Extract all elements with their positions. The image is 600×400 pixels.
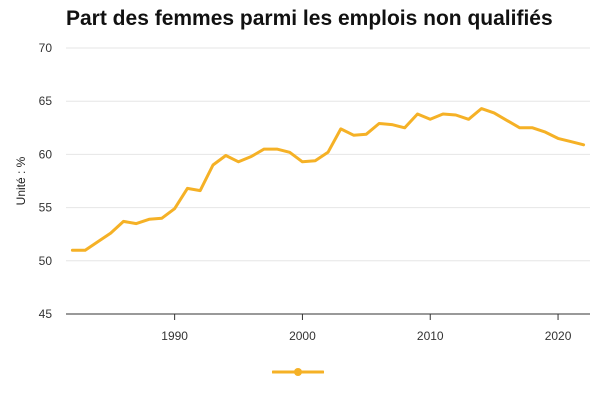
- series-layer: [70, 107, 586, 252]
- y-axis-label: Unité : %: [14, 156, 28, 205]
- y-tick-label: 65: [39, 94, 53, 108]
- y-tick-label: 60: [39, 147, 53, 161]
- y-tick-label: 55: [39, 201, 53, 215]
- x-tick-label: 2010: [417, 329, 444, 343]
- series-line: [70, 107, 586, 252]
- x-tick-label: 1990: [161, 329, 188, 343]
- legend-marker: [294, 368, 302, 376]
- y-tick-label: 50: [39, 254, 53, 268]
- x-tick-label: 2000: [289, 329, 316, 343]
- legend-item[interactable]: [272, 364, 324, 380]
- y-tick-label: 45: [39, 307, 53, 321]
- chart-title: Part des femmes parmi les emplois non qu…: [66, 7, 553, 30]
- y-tick-label: 70: [39, 41, 53, 55]
- axes: 45 50 55 60 65 70 1990 2000 2010 2020: [39, 41, 590, 343]
- x-tick-label: 2020: [545, 329, 572, 343]
- grid-lines: [66, 47, 590, 262]
